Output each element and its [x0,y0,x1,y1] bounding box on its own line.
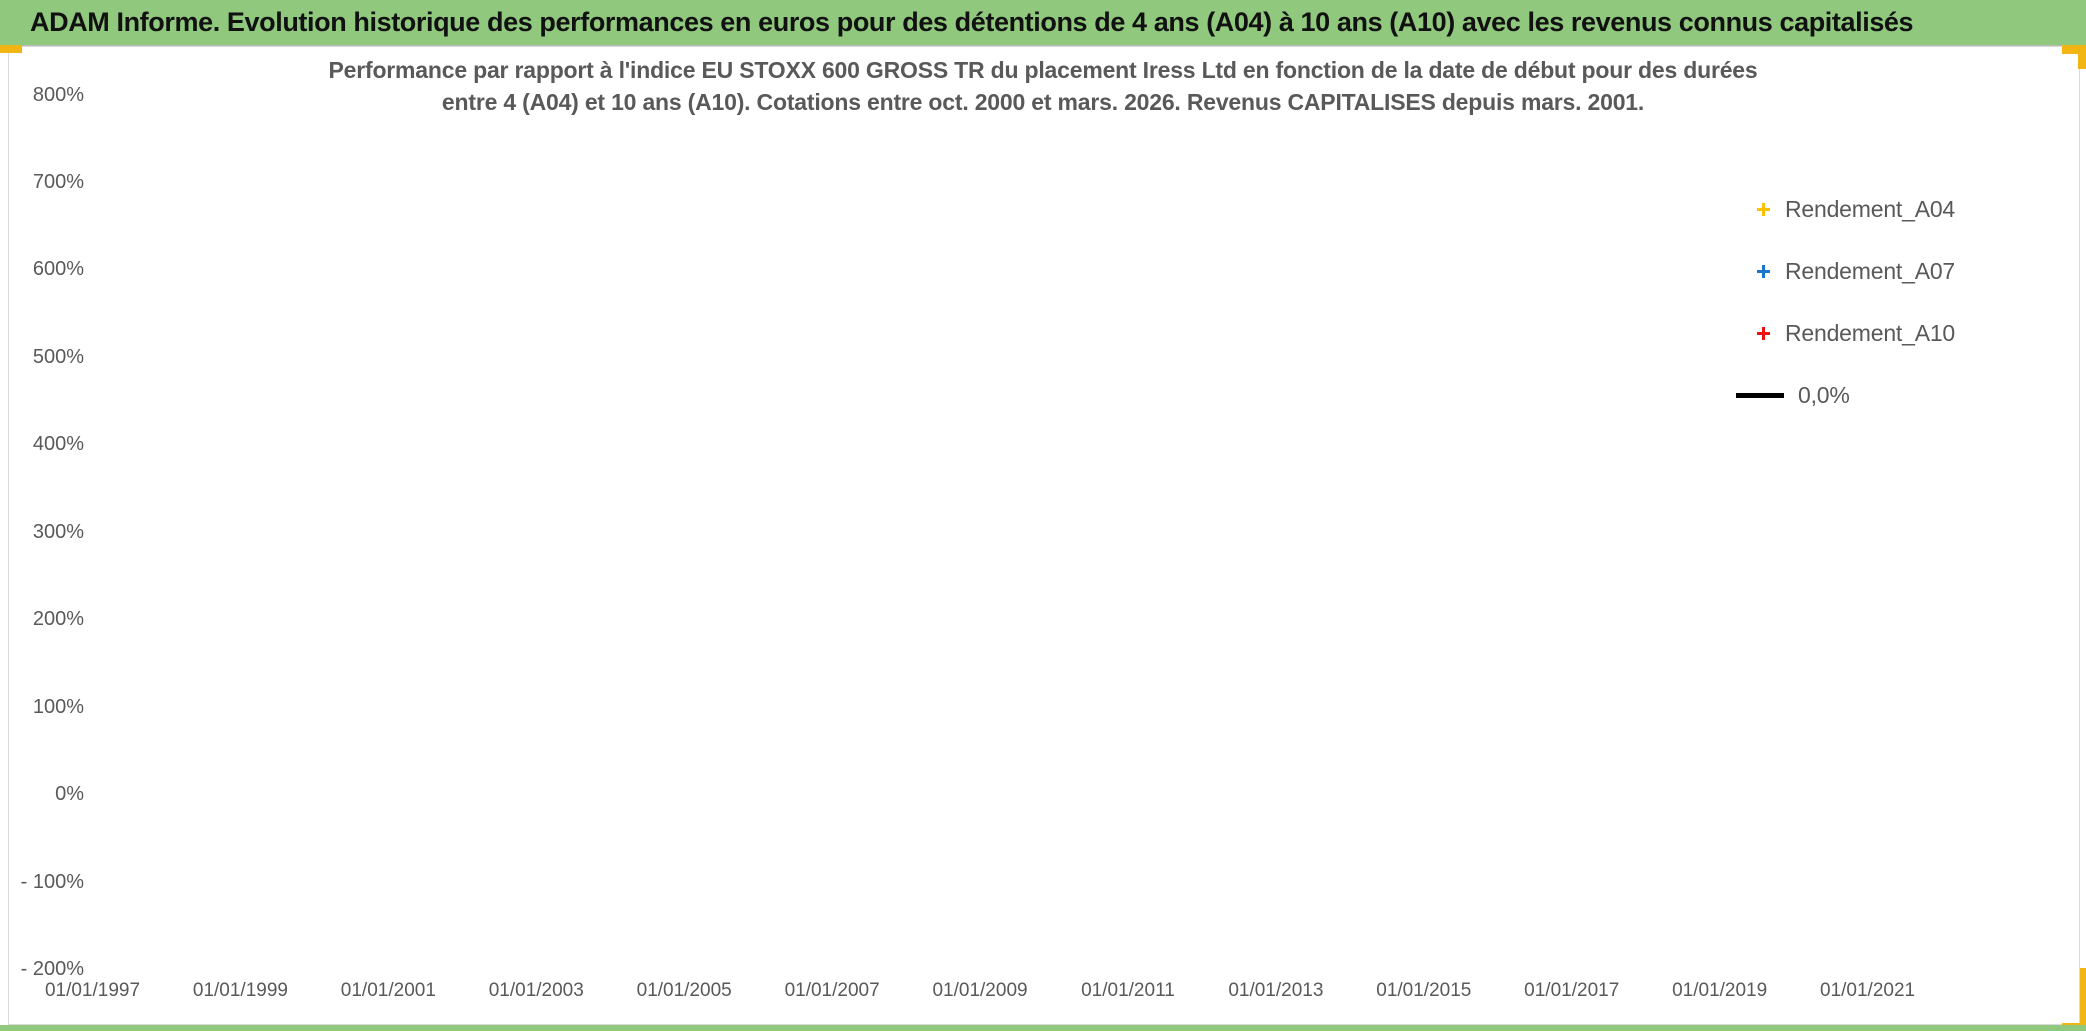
y-axis-tick-label: 200% [32,608,84,631]
x-axis-tick-label: 01/01/1999 [192,980,288,1001]
x-axis-tick-label: 01/01/2015 [1376,980,1472,1001]
y-axis-tick-label: - 100% [20,870,84,893]
x-axis-tick-label: 01/01/2013 [1228,980,1324,1001]
legend-item-rendement-a10: Rendement_A10 [1726,302,2016,364]
x-axis-tick-label: 01/01/2003 [488,980,584,1001]
x-axis-tick-label: 01/01/1997 [44,980,141,1001]
y-axis-tick-label: 0% [55,783,84,806]
subtitle-line-2: entre 4 (A04) et 10 ans (A10). Cotations… [441,89,1645,115]
x-axis-tick-label: 01/01/2001 [340,980,436,1001]
plus-marker-icon [1756,264,1771,279]
legend-item-0-0-: 0,0% [1726,364,2016,426]
x-axis-tick-label: 01/01/2019 [1672,980,1768,1001]
plus-marker-icon [1756,326,1771,341]
legend-label: 0,0% [1798,381,1850,408]
legend-label: Rendement_A07 [1785,257,1956,284]
legend-label: Rendement_A10 [1785,319,1956,346]
plus-marker-icon [1756,202,1771,217]
subtitle-line-1: Performance par rapport à l'indice EU ST… [328,57,1758,83]
accent-top-right-v [2078,45,2086,69]
zero-line-icon [1736,392,1784,398]
y-axis-tick-label: 800% [32,83,84,106]
y-axis-tick-label: - 200% [20,958,84,980]
y-axis-tick-label: 100% [32,695,84,718]
x-axis-tick-label: 01/01/2009 [932,980,1028,1001]
accent-top-right-h [2062,45,2086,54]
bottom-row-strip [0,1025,2086,1031]
title-bar: ADAM Informe. Evolution historique des p… [0,0,2086,46]
x-axis-tick-label: 01/01/2021 [1820,980,1916,1001]
chart-subtitle: Performance par rapport à l'indice EU ST… [314,54,1772,118]
y-axis-tick-label: 500% [32,345,84,368]
accent-top-left [0,45,22,53]
y-axis-tick-label: 700% [32,170,84,193]
y-axis-tick-label: 400% [32,433,84,456]
page-title: ADAM Informe. Evolution historique des p… [30,7,1914,37]
x-axis-tick-label: 01/01/2007 [784,980,880,1001]
legend-item-rendement-a04: Rendement_A04 [1726,178,2016,240]
y-axis-tick-label: 600% [32,258,84,281]
x-axis-tick-label: 01/01/2011 [1081,980,1175,1001]
accent-bottom-right-v [2080,968,2086,1031]
y-axis-tick-label: 300% [32,520,84,543]
x-axis-tick-label: 01/01/2017 [1524,980,1620,1001]
x-axis-tick-label: 01/01/2005 [636,980,732,1001]
legend-item-rendement-a07: Rendement_A07 [1726,240,2016,302]
legend-label: Rendement_A04 [1785,195,1956,222]
legend: Rendement_A04 Rendement_A07 Rendement_A10 0… [1726,178,2016,426]
